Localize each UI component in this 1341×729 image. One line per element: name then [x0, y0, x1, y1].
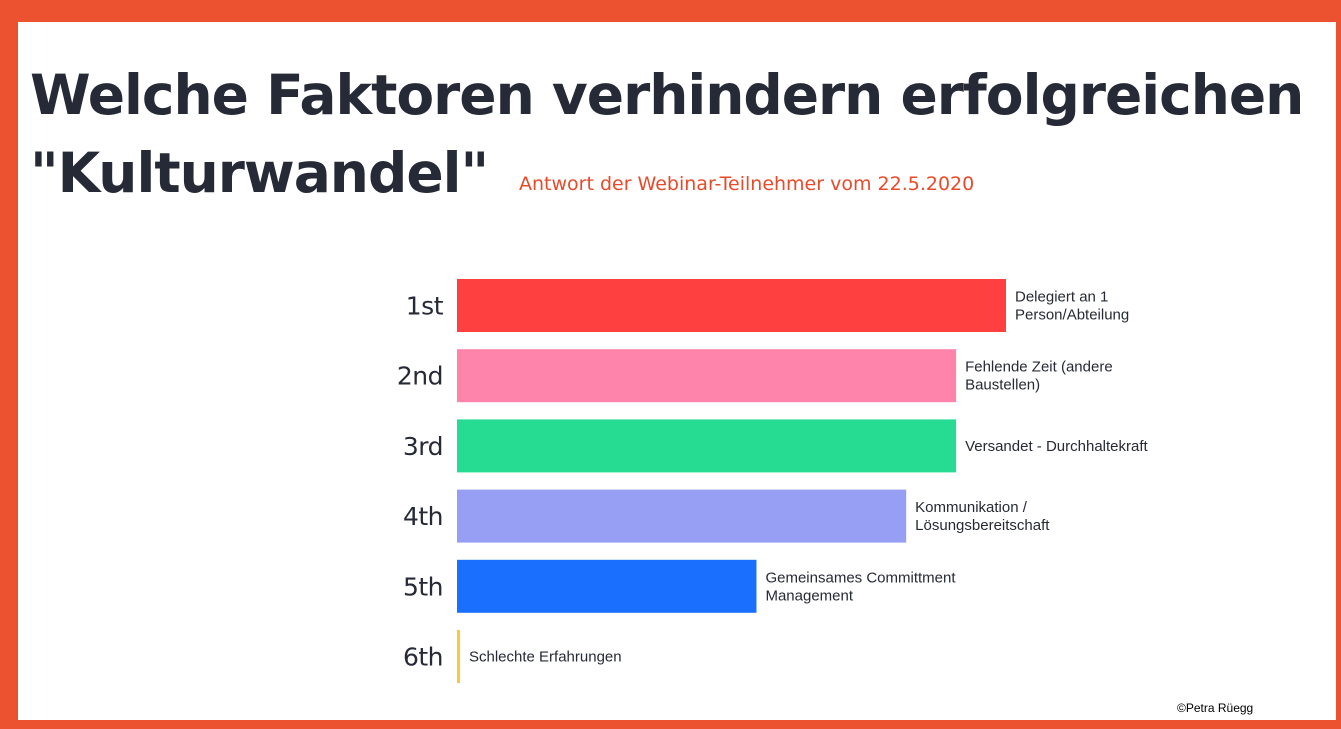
bar-label-line: Delegiert an 1	[1015, 289, 1108, 306]
bar-3rd	[457, 419, 957, 473]
bar-label-line: Person/Abteilung	[1015, 307, 1129, 324]
bar-label-line: Fehlende Zeit (andere	[965, 359, 1113, 376]
rank-label-4th: 4th	[403, 502, 443, 531]
bar-label-1st: Delegiert an 1 Person/Abteilung	[1015, 289, 1129, 324]
bar-label-6th: Schlechte Erfahrungen	[469, 649, 622, 666]
rank-label-5th: 5th	[403, 572, 443, 601]
bar-label-4th: Kommunikation / Lösungsbereitschaft	[915, 499, 1050, 534]
bar-4th	[457, 489, 907, 543]
title-line-1: Welche Faktoren verhindern erfolgreichen	[30, 63, 1304, 127]
rank-label-2nd: 2nd	[397, 362, 443, 391]
bar-2nd	[457, 349, 957, 403]
bar-label-line: Management	[765, 587, 853, 604]
bar-label-line: Lösungsbereitschaft	[915, 517, 1050, 534]
rank-label-6th: 6th	[403, 643, 443, 672]
bar-label-line: Versandet - Durchhaltekraft	[965, 438, 1148, 455]
bar-1st	[457, 279, 1006, 332]
bar-label-line: Gemeinsames Committment	[765, 569, 956, 586]
rank-label-3rd: 3rd	[403, 432, 443, 461]
bar-5th	[457, 559, 757, 613]
copyright-credit: ©Petra Rüegg	[1177, 701, 1254, 715]
subtitle: Antwort der Webinar-Teilnehmer vom 22.5.…	[519, 173, 975, 195]
bar-label-3rd: Versandet - Durchhaltekraft	[965, 438, 1148, 455]
bar-6th	[457, 630, 460, 683]
rank-label-1st: 1st	[406, 292, 444, 321]
bar-label-2nd: Fehlende Zeit (andere Baustellen)	[965, 359, 1113, 394]
title-line-2: "Kulturwandel"	[30, 141, 489, 205]
bar-label-line: Schlechte Erfahrungen	[469, 649, 622, 666]
bar-label-5th: Gemeinsames Committment Management	[765, 569, 956, 604]
bar-label-line: Kommunikation /	[915, 499, 1028, 516]
slide-title: Welche Faktoren verhindern erfolgreichen…	[30, 56, 1320, 212]
bar-label-line: Baustellen)	[965, 377, 1040, 394]
